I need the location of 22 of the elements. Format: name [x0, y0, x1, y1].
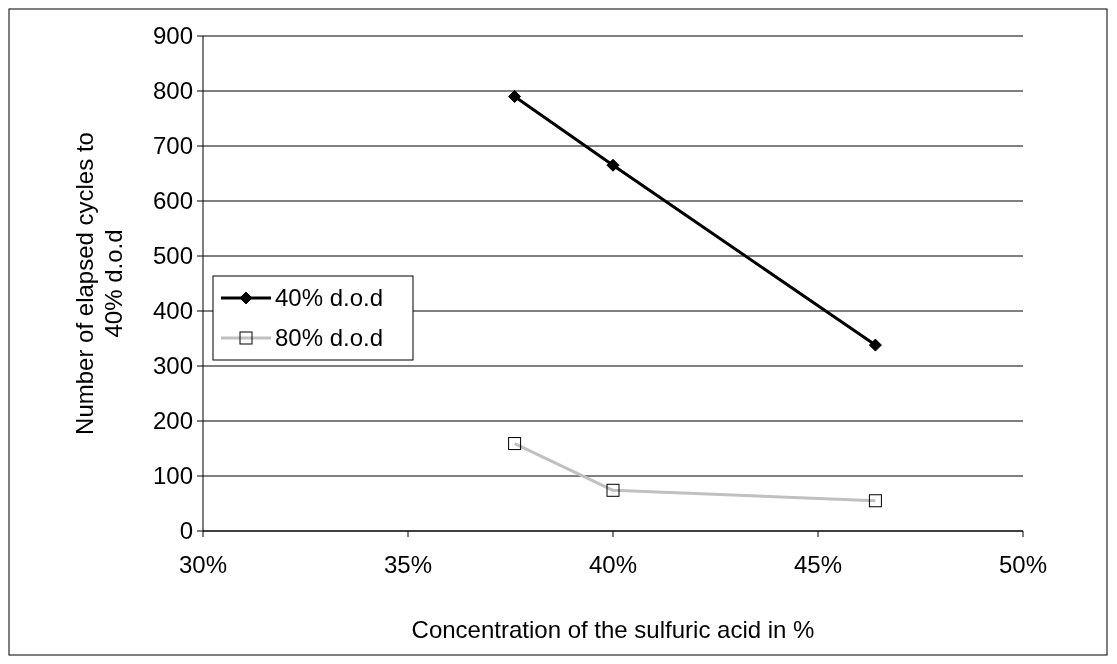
x-tick-label: 45% [793, 551, 843, 578]
x-tick-label: 50% [998, 551, 1048, 578]
y-tick-label: 0 [179, 517, 193, 545]
y-tick-label: 600 [152, 187, 193, 215]
y-tick-label: 900 [152, 22, 193, 50]
x-axis-title: Concentration of the sulfuric acid in % [411, 616, 815, 643]
y-tick-label: 300 [152, 352, 193, 380]
point [508, 90, 522, 103]
y-tick-label: 800 [152, 77, 193, 105]
legend-label: 40% d.o.d [275, 284, 384, 312]
x-tick-label: 40% [588, 551, 638, 578]
x-tick-label: 30% [178, 551, 228, 578]
y-axis-title: Number of elapsed cycles to 40% d.o.d [71, 132, 127, 435]
point [606, 158, 620, 172]
legend-label: 80% d.o.d [275, 324, 384, 352]
y-tick-label: 200 [152, 407, 193, 435]
x-tick-label: 35% [383, 551, 433, 578]
y-tick-label: 500 [152, 242, 193, 270]
y-tick-label: 100 [152, 462, 193, 490]
y-tick-label: 700 [152, 132, 193, 160]
point [868, 338, 882, 352]
y-tick-label: 400 [152, 297, 193, 325]
